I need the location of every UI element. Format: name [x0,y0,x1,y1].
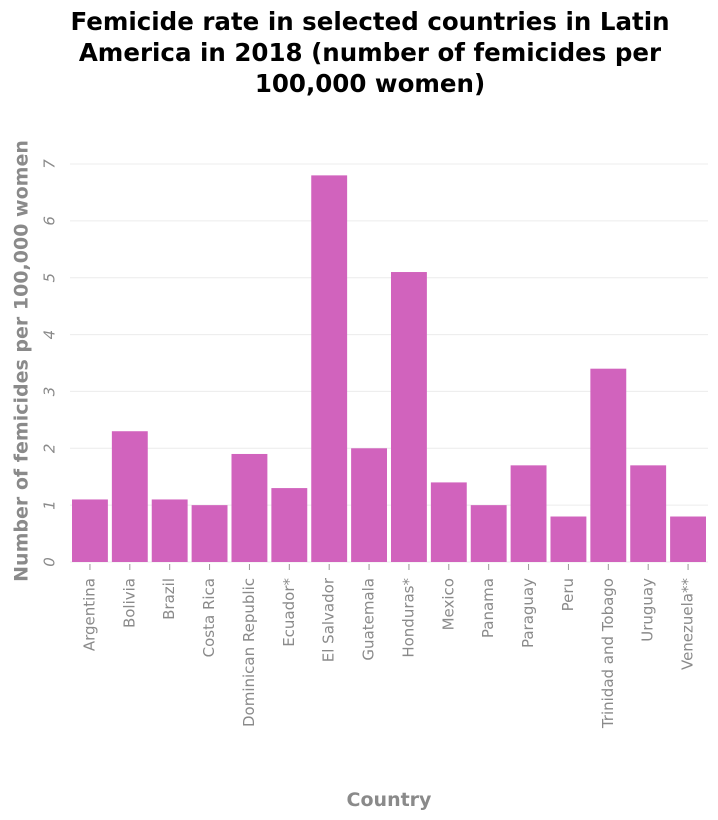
x-axis-title: Country [347,789,433,811]
x-tick-label: Argentina [80,578,98,651]
bar [510,465,547,562]
bar [470,505,507,562]
x-tick-label: Honduras* [399,578,417,658]
bar [271,488,308,562]
x-tick-label: Guatemala [360,578,378,661]
y-tick-label: 7 [41,159,59,169]
bar [590,368,627,562]
x-tick-label: Bolivia [120,578,138,628]
y-tick-label: 1 [41,500,59,510]
y-tick-label: 4 [41,330,59,340]
y-axis-title: Number of femicides per 100,000 women [11,140,33,582]
x-tick-label: Peru [559,578,577,611]
bar [151,499,188,562]
x-tick-label: Costa Rica [200,578,218,657]
y-tick-label: 3 [41,387,59,397]
x-tick-label: Mexico [439,578,457,630]
bar [390,272,427,562]
x-tick-label: Venezuela** [679,578,697,671]
x-tick-label: Paraguay [519,578,537,648]
bar [311,175,348,562]
bar [351,448,388,562]
chart-title: Femicide rate in selected countries in L… [70,7,670,98]
bar [191,505,228,562]
x-tick-label: Panama [479,578,497,638]
bar [550,516,587,562]
bar [430,482,467,562]
y-tick-label: 0 [41,557,59,567]
y-axis-ticks: 0 1 2 3 4 5 6 7 [41,159,59,567]
x-tick-label: Brazil [160,578,178,620]
bar [630,465,667,562]
x-tick-label: Uruguay [639,578,657,642]
y-tick-label: 5 [41,273,59,283]
bar [111,431,148,562]
y-tick-label: 6 [41,216,59,226]
bar [71,499,108,562]
x-tick-label: Dominican Republic [240,578,258,727]
x-axis-ticks: Argentina Bolivia Brazil Costa Rica Dominica… [80,564,697,729]
bar [670,516,707,562]
y-tick-label: 2 [41,444,59,454]
x-tick-label: Ecuador* [280,578,298,647]
bar [231,453,268,562]
bars [71,175,707,562]
x-tick-label: El Salvador [320,577,338,662]
x-tick-label: Trinidad and Tobago [599,578,617,729]
